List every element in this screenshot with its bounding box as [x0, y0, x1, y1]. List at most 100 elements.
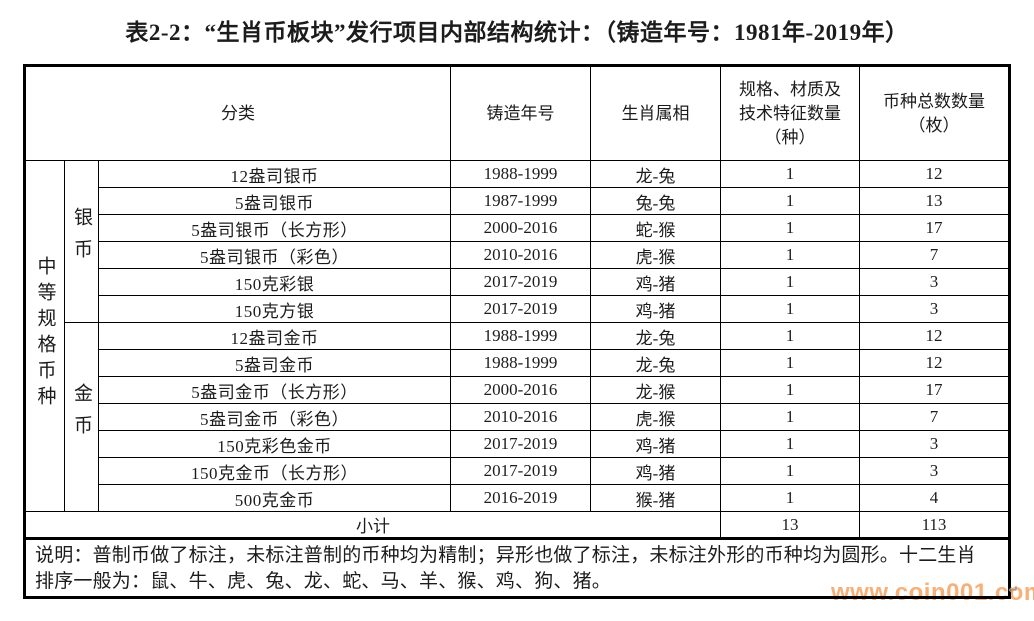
cell-spec-count: 1	[720, 214, 860, 242]
table-row: 150克彩色金币 2017-2019 鸡-猪 1 3	[25, 430, 1010, 458]
table-row: 金币 12盎司金币 1988-1999 龙-兔 1 12	[25, 322, 1010, 512]
cell-years: 2017-2019	[450, 295, 591, 323]
cell-total-count: 12	[859, 160, 1010, 188]
cell-category: 12盎司银币	[98, 160, 451, 188]
cell-total-count: 3	[859, 295, 1010, 323]
cell-zodiac: 龙-兔	[590, 160, 721, 188]
table-header-row: 分类 铸造年号 生肖属相 规格、材质及技术特征数量（种） 币种总数数量（枚）	[24, 65, 1010, 161]
cell-category: 5盎司金币（彩色）	[98, 403, 451, 431]
cell-category: 5盎司金币	[98, 349, 451, 377]
header-category: 分类	[24, 65, 451, 161]
cell-total-count: 7	[859, 241, 1010, 269]
cell-years: 2017-2019	[450, 457, 591, 485]
statistics-table-wrapper: 分类 铸造年号 生肖属相 规格、材质及技术特征数量（种） 币种总数数量（枚） 中…	[23, 64, 1011, 599]
cell-years: 2017-2019	[450, 268, 591, 296]
table-row: 500克金币 2016-2019 猴-猪 1 4	[25, 484, 1010, 512]
cell-spec-count: 1	[720, 268, 860, 296]
cell-spec-count: 1	[720, 241, 860, 269]
cell-category: 150克彩色金币	[98, 430, 451, 458]
table-row: 5盎司金币 1988-1999 龙-兔 1 12	[25, 349, 1010, 377]
cell-category: 12盎司金币	[98, 322, 451, 350]
cell-years: 2010-2016	[450, 241, 591, 269]
cell-total-count: 17	[859, 376, 1010, 404]
header-total-count-label: 币种总数数量（枚）	[883, 91, 985, 135]
paragraph-return-mark: ↵	[1008, 583, 1019, 598]
cell-zodiac: 虎-猴	[590, 241, 721, 269]
cell-zodiac: 龙-兔	[590, 322, 721, 350]
cell-spec-count: 1	[720, 187, 860, 215]
cell-total-count: 12	[859, 349, 1010, 377]
table-row: 150克方银 2017-2019 鸡-猪 1 3	[25, 295, 1010, 323]
cell-category: 5盎司银币（彩色）	[98, 241, 451, 269]
header-mint-year: 铸造年号	[450, 65, 591, 161]
cell-total-count: 3	[859, 457, 1010, 485]
cell-zodiac: 鸡-猪	[590, 268, 721, 296]
subtotal-label: 小计	[24, 511, 721, 539]
cell-years: 1987-1999	[450, 187, 591, 215]
cell-zodiac: 鸡-猪	[590, 457, 721, 485]
row-group-medium-spec-label: 中等规格币种	[34, 255, 56, 412]
cell-spec-count: 1	[720, 457, 860, 485]
header-zodiac: 生肖属相	[590, 65, 721, 161]
subtotal-spec-count: 13	[720, 511, 860, 539]
table-row: 150克彩银 2017-2019 鸡-猪 1 3	[25, 268, 1010, 296]
cell-zodiac: 虎-猴	[590, 403, 721, 431]
cell-zodiac: 蛇-猴	[590, 214, 721, 242]
row-group-gold-label: 金币	[71, 382, 92, 447]
cell-category: 5盎司银币	[98, 187, 451, 215]
cell-spec-count: 1	[720, 403, 860, 431]
page-title: 表2-2：“生肖币板块”发行项目内部结构统计：（铸造年号：1981年-2019年…	[125, 20, 909, 45]
table-row: 中等规格币种 银币 12盎司银币 1988-1999 龙-兔 1 12	[24, 160, 1010, 512]
row-group-medium-spec: 中等规格币种	[24, 160, 65, 512]
note-line-2: 排序一般为：鼠、牛、虎、兔、龙、蛇、马、羊、猴、鸡、狗、猪。	[35, 571, 612, 592]
cell-years: 1988-1999	[450, 349, 591, 377]
cell-category: 500克金币	[98, 484, 451, 512]
row-group-gold: 金币	[64, 322, 99, 512]
table-row: 5盎司银币 1987-1999 兔-兔 1 13	[25, 187, 1010, 215]
subtotal-row: 小计 13 113	[24, 511, 1010, 539]
table-row: 5盎司金币（长方形） 2000-2016 龙-猴 1 17	[25, 376, 1010, 404]
cell-zodiac: 鸡-猪	[590, 295, 721, 323]
cell-spec-count: 1	[720, 160, 860, 188]
note-cell: 说明：普制币做了标注，未标注普制的币种均为精制；异形也做了标注，未标注外形的币种…	[24, 537, 1010, 598]
cell-total-count: 17	[859, 214, 1010, 242]
header-spec-count: 规格、材质及技术特征数量（种）	[720, 65, 860, 161]
cell-spec-count: 1	[720, 322, 860, 350]
cell-total-count: 13	[859, 187, 1010, 215]
cell-spec-count: 1	[720, 430, 860, 458]
table-row: 150克金币（长方形） 2017-2019 鸡-猪 1 3	[25, 457, 1010, 485]
cell-zodiac: 兔-兔	[590, 187, 721, 215]
subtotal-total-count: 113	[859, 511, 1010, 539]
cell-total-count: 7	[859, 403, 1010, 431]
note-row: 说明：普制币做了标注，未标注普制的币种均为精制；异形也做了标注，未标注外形的币种…	[24, 537, 1010, 598]
cell-total-count: 3	[859, 430, 1010, 458]
cell-years: 1988-1999	[450, 160, 591, 188]
watermark-url: www.coin001.com	[831, 579, 1034, 606]
cell-years: 2016-2019	[450, 484, 591, 512]
header-total-count: 币种总数数量（枚）	[859, 65, 1010, 161]
cell-spec-count: 1	[720, 349, 860, 377]
table-row: 5盎司金币（彩色） 2010-2016 虎-猴 1 7	[25, 403, 1010, 431]
cell-years: 2010-2016	[450, 403, 591, 431]
cell-zodiac: 龙-猴	[590, 376, 721, 404]
cell-category: 150克金币（长方形）	[98, 457, 451, 485]
cell-category: 150克彩银	[98, 268, 451, 296]
table-row: 5盎司银币（长方形） 2000-2016 蛇-猴 1 17	[25, 214, 1010, 242]
row-group-silver: 银币	[64, 160, 99, 323]
cell-total-count: 12	[859, 322, 1010, 350]
cell-category: 5盎司银币（长方形）	[98, 214, 451, 242]
cell-years: 2017-2019	[450, 430, 591, 458]
cell-years: 1988-1999	[450, 322, 591, 350]
table-row: 5盎司银币（彩色） 2010-2016 虎-猴 1 7	[25, 241, 1010, 269]
cell-zodiac: 龙-兔	[590, 349, 721, 377]
header-spec-count-label: 规格、材质及技术特征数量（种）	[739, 79, 841, 147]
cell-years: 2000-2016	[450, 376, 591, 404]
cell-total-count: 4	[859, 484, 1010, 512]
note-line-1: 说明：普制币做了标注，未标注普制的币种均为精制；异形也做了标注，未标注外形的币种…	[35, 545, 976, 566]
cell-spec-count: 1	[720, 295, 860, 323]
cell-category: 150克方银	[98, 295, 451, 323]
cell-spec-count: 1	[720, 484, 860, 512]
cell-years: 2000-2016	[450, 214, 591, 242]
cell-spec-count: 1	[720, 376, 860, 404]
row-group-silver-label: 银币	[71, 207, 92, 271]
